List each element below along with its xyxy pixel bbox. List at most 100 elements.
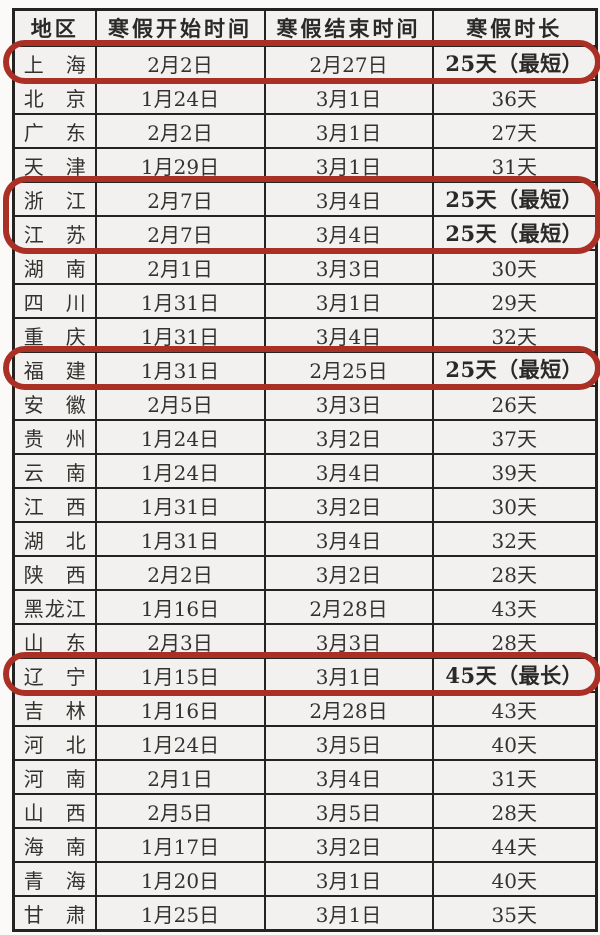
cell-start-date: 1月31日 [94, 283, 266, 319]
cell-end-date: 3月2日 [263, 419, 434, 455]
cell-start-date: 1月25日 [94, 895, 266, 932]
cell-start-date: 2月1日 [94, 759, 266, 795]
region-label: 四川 [23, 290, 86, 315]
header-duration: 寒假时长 [431, 8, 598, 47]
region-label: 江西 [23, 494, 86, 519]
cell-start-date: 1月15日 [94, 657, 266, 693]
cell-end-date: 3月1日 [263, 283, 434, 319]
cell-end-date: 3月4日 [263, 317, 434, 353]
table-row: 云南 1月24日 3月4日 39天 [12, 453, 598, 489]
cell-end-date: 3月4日 [263, 215, 434, 251]
cell-end-date: 3月3日 [263, 623, 434, 659]
table-row: 安徽 2月5日 3月3日 26天 [12, 385, 598, 421]
cell-duration: 25天（最短） [431, 215, 598, 251]
table-row: 海南 1月17日 3月2日 44天 [12, 827, 598, 863]
cell-duration: 36天 [431, 79, 598, 115]
cell-duration: 30天 [431, 487, 598, 523]
cell-region: 青海 [12, 861, 97, 897]
cell-start-date: 2月1日 [94, 249, 266, 285]
region-label: 江苏 [23, 222, 86, 247]
cell-start-date: 2月7日 [94, 215, 266, 251]
table-row: 江苏 2月7日 3月4日 25天（最短） [12, 215, 598, 251]
cell-end-date: 3月3日 [263, 385, 434, 421]
cell-start-date: 2月7日 [94, 181, 266, 217]
cell-duration: 32天 [431, 317, 598, 353]
region-label: 广东 [23, 120, 86, 145]
winter-vacation-table: 地区 寒假开始时间 寒假结束时间 寒假时长 上海 2月2日 2月27日 25天（最短）… [12, 8, 598, 932]
cell-region: 四川 [12, 283, 97, 319]
cell-start-date: 2月2日 [94, 113, 266, 149]
cell-start-date: 2月2日 [94, 45, 266, 81]
cell-end-date: 3月1日 [263, 113, 434, 149]
header-region: 地区 [12, 8, 97, 47]
table-row: 上海 2月2日 2月27日 25天（最短） [12, 45, 598, 81]
cell-duration: 28天 [431, 793, 598, 829]
table-row: 北京 1月24日 3月1日 36天 [12, 79, 598, 115]
cell-region: 山东 [12, 623, 97, 659]
region-label: 山西 [23, 800, 86, 825]
cell-region: 重庆 [12, 317, 97, 353]
cell-end-date: 3月1日 [263, 895, 434, 932]
cell-start-date: 1月16日 [94, 691, 266, 727]
cell-duration: 35天 [431, 895, 598, 932]
cell-start-date: 1月31日 [94, 351, 266, 387]
cell-region: 北京 [12, 79, 97, 115]
region-label: 贵州 [23, 426, 86, 451]
cell-duration: 43天 [431, 691, 598, 727]
region-label: 甘肃 [23, 902, 86, 927]
cell-end-date: 3月2日 [263, 555, 434, 591]
header-end-date: 寒假结束时间 [263, 8, 434, 47]
cell-region: 天津 [12, 147, 97, 183]
region-label: 天津 [23, 154, 86, 179]
cell-duration: 45天（最长） [431, 657, 598, 693]
cell-end-date: 3月1日 [263, 657, 434, 693]
table-row: 贵州 1月24日 3月2日 37天 [12, 419, 598, 455]
cell-duration: 30天 [431, 249, 598, 285]
cell-end-date: 3月5日 [263, 725, 434, 761]
region-label: 上海 [23, 52, 86, 77]
table-header: 地区 寒假开始时间 寒假结束时间 寒假时长 [12, 8, 598, 47]
cell-duration: 27天 [431, 113, 598, 149]
cell-region: 河南 [12, 759, 97, 795]
cell-region: 湖北 [12, 521, 97, 557]
cell-end-date: 3月4日 [263, 759, 434, 795]
table-row: 广东 2月2日 3月1日 27天 [12, 113, 598, 149]
table-row: 辽宁 1月15日 3月1日 45天（最长） [12, 657, 598, 693]
table-row: 浙江 2月7日 3月4日 25天（最短） [12, 181, 598, 217]
cell-duration: 25天（最短） [431, 351, 598, 387]
cell-region: 贵州 [12, 419, 97, 455]
table-row: 湖南 2月1日 3月3日 30天 [12, 249, 598, 285]
cell-duration: 28天 [431, 555, 598, 591]
cell-region: 陕西 [12, 555, 97, 591]
table-row: 陕西 2月2日 3月2日 28天 [12, 555, 598, 591]
header-start-date: 寒假开始时间 [94, 8, 266, 47]
cell-duration: 40天 [431, 861, 598, 897]
region-label: 青海 [23, 868, 86, 893]
cell-start-date: 1月16日 [94, 589, 266, 625]
cell-end-date: 2月28日 [263, 589, 434, 625]
cell-start-date: 1月31日 [94, 487, 266, 523]
table-row: 黑龙江 1月16日 2月28日 43天 [12, 589, 598, 625]
cell-end-date: 3月1日 [263, 861, 434, 897]
cell-end-date: 3月4日 [263, 453, 434, 489]
cell-region: 广东 [12, 113, 97, 149]
table-row: 山东 2月3日 3月3日 28天 [12, 623, 598, 659]
cell-region: 浙江 [12, 181, 97, 217]
cell-end-date: 3月2日 [263, 827, 434, 863]
cell-start-date: 1月24日 [94, 79, 266, 115]
region-label: 辽宁 [23, 664, 86, 689]
region-label: 浙江 [23, 188, 86, 213]
cell-region: 黑龙江 [12, 589, 97, 625]
table-row: 江西 1月31日 3月2日 30天 [12, 487, 598, 523]
table-row: 青海 1月20日 3月1日 40天 [12, 861, 598, 897]
cell-start-date: 1月17日 [94, 827, 266, 863]
cell-start-date: 1月31日 [94, 521, 266, 557]
table-row: 河北 1月24日 3月5日 40天 [12, 725, 598, 761]
table-row: 山西 2月5日 3月5日 28天 [12, 793, 598, 829]
cell-duration: 37天 [431, 419, 598, 455]
cell-region: 福建 [12, 351, 97, 387]
cell-duration: 25天（最短） [431, 181, 598, 217]
cell-end-date: 3月2日 [263, 487, 434, 523]
cell-duration: 39天 [431, 453, 598, 489]
region-label: 黑龙江 [23, 596, 86, 621]
